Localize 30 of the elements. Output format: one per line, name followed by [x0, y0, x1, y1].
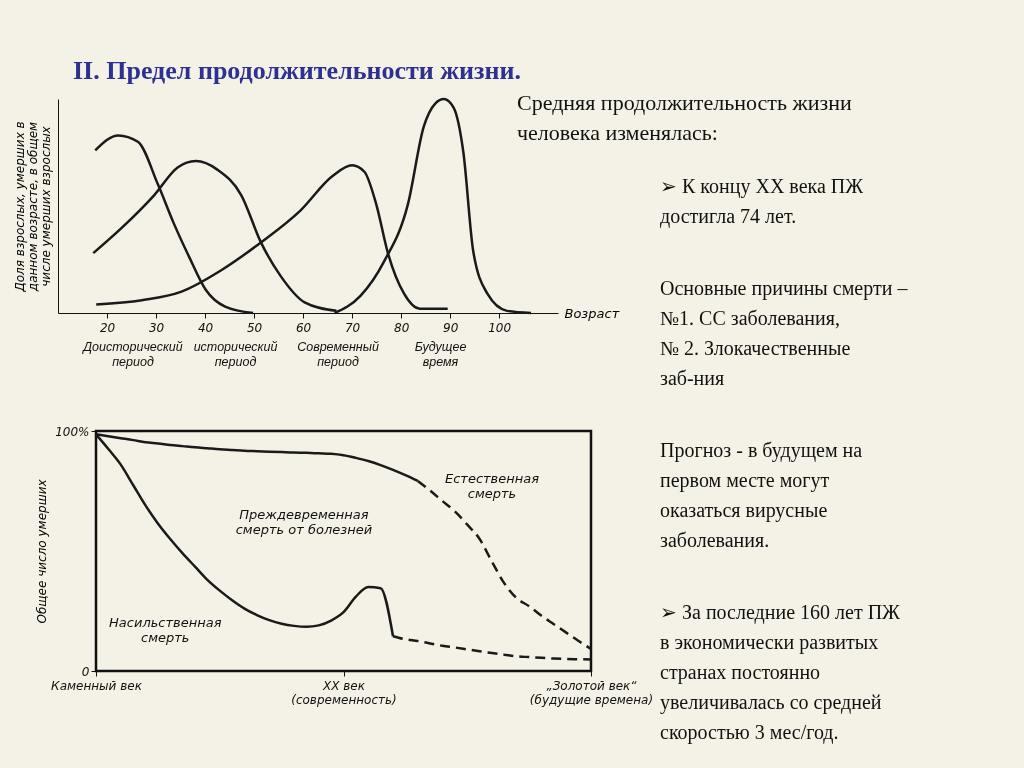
x-tick-label: 60 — [295, 320, 312, 335]
text: Прогноз - в будущем на первом месте могут оказаться вирусные заболевания. — [660, 439, 863, 551]
x-tick-label: 30 — [148, 320, 165, 335]
x-tick-label: 70 — [344, 320, 361, 335]
text: Доисторический период — [81, 340, 183, 369]
annotation: Насильственная смерть — [109, 615, 222, 645]
text: Современный период — [297, 340, 379, 369]
annotation: Преждевременная смерть от болезней — [235, 507, 373, 537]
y-tick-label: 0 — [81, 664, 90, 679]
text: Основные причины смерти – №1. СС заболевания, № 2. Злокачественные заб-ния — [660, 277, 909, 389]
x-tick-label: 50 — [246, 320, 263, 335]
y-axis-title: Общее число умерших — [35, 478, 50, 624]
y-axis-title: Доля взрослых, умерших в данном возрасте, в общем числе умерших взрослых — [12, 121, 53, 293]
chart-title: II. Предел продолжительности жизни. — [73, 55, 521, 85]
x-axis-title: Возраст — [564, 305, 620, 321]
x-tick-label: XX век (современность) — [291, 678, 397, 707]
x-tick-label: 40 — [197, 320, 214, 335]
x-tick-label: 80 — [394, 320, 410, 335]
x-tick-label: 20 — [99, 320, 116, 335]
text: Средняя продолжительность жизни человека изменялась: — [517, 90, 852, 145]
x-tick-label: 100 — [488, 320, 512, 335]
x-tick-label: 90 — [443, 320, 459, 335]
x-tick-label: Каменный век — [51, 678, 143, 693]
y-tick-label: 100% — [55, 424, 90, 439]
text: ➢ За последние 160 лет ПЖ в экономически развитых странах постоянно увеличивалась со средней скоростью 3 мес/год. — [660, 601, 901, 744]
text: Будущее время — [414, 340, 467, 369]
text: исторический период — [193, 340, 278, 369]
annotation: Естественная смерть — [444, 471, 540, 501]
text: ➢ К концу XX века ПЖ достигла 74 лет. — [660, 175, 864, 228]
x-tick-label: „Золотой век“ (будущие времена) — [529, 678, 654, 707]
